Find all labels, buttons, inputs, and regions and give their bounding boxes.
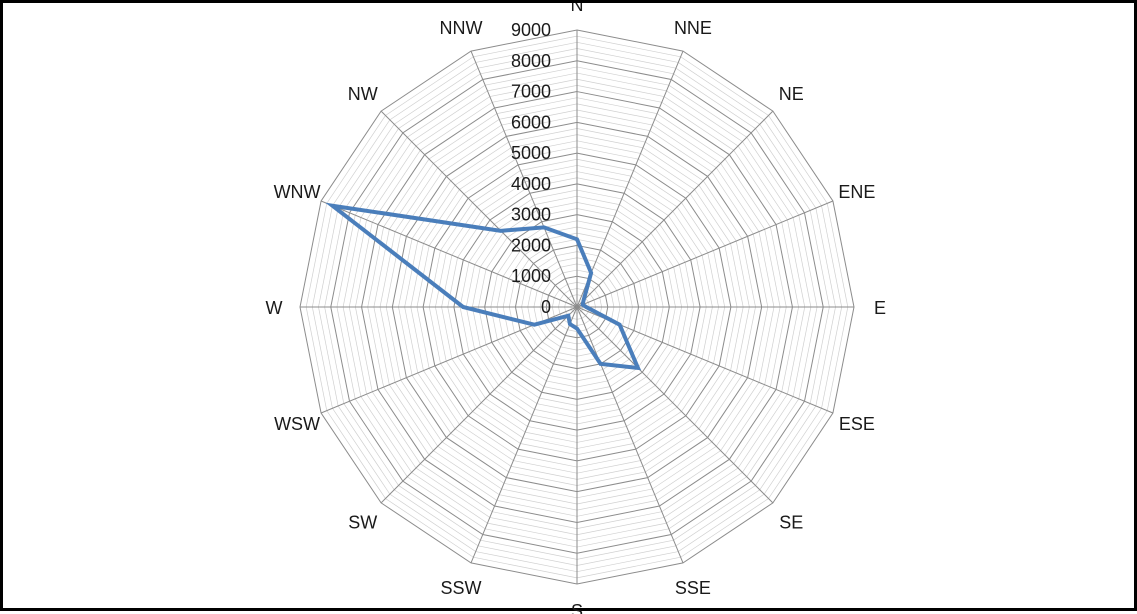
direction-label: NW [348, 84, 378, 104]
tick-label: 0 [541, 297, 551, 317]
direction-label: WSW [274, 414, 320, 434]
spoke-line [320, 200, 578, 308]
spoke-line [576, 110, 774, 308]
direction-label: NNW [440, 18, 483, 38]
spoke-line [380, 110, 578, 308]
spoke-line [470, 306, 578, 564]
tick-label: 5000 [511, 143, 551, 163]
direction-label: SW [348, 512, 377, 532]
tick-label: 2000 [511, 235, 551, 255]
direction-label: NNE [674, 18, 712, 38]
direction-label: ESE [839, 414, 875, 434]
spoke-line [576, 50, 684, 308]
spoke-line [470, 50, 578, 308]
tick-label: 1000 [511, 266, 551, 286]
direction-label: SSW [441, 578, 482, 598]
direction-label: NE [779, 84, 804, 104]
tick-label: 9000 [511, 20, 551, 40]
tick-label: 6000 [511, 112, 551, 132]
tick-label: 7000 [511, 82, 551, 102]
radar-chart: 0 1000 2000 3000 4000 5000 6000 7000 8000 9000 N NN… [266, 3, 887, 614]
direction-label: E [874, 298, 886, 318]
direction-label: WNW [274, 182, 321, 202]
series-line [325, 202, 642, 371]
spoke-line [576, 306, 684, 564]
direction-label: N [571, 3, 584, 15]
tick-label: 4000 [511, 174, 551, 194]
spoke-line [380, 306, 578, 504]
spoke-line [576, 306, 774, 504]
tick-label: 3000 [511, 205, 551, 225]
direction-label: SE [779, 512, 803, 532]
tick-label: 8000 [511, 51, 551, 71]
direction-label: W [266, 298, 283, 318]
direction-label: S [571, 601, 583, 614]
direction-label: ENE [838, 182, 875, 202]
direction-label: SSE [675, 578, 711, 598]
spoke-line [576, 200, 834, 308]
